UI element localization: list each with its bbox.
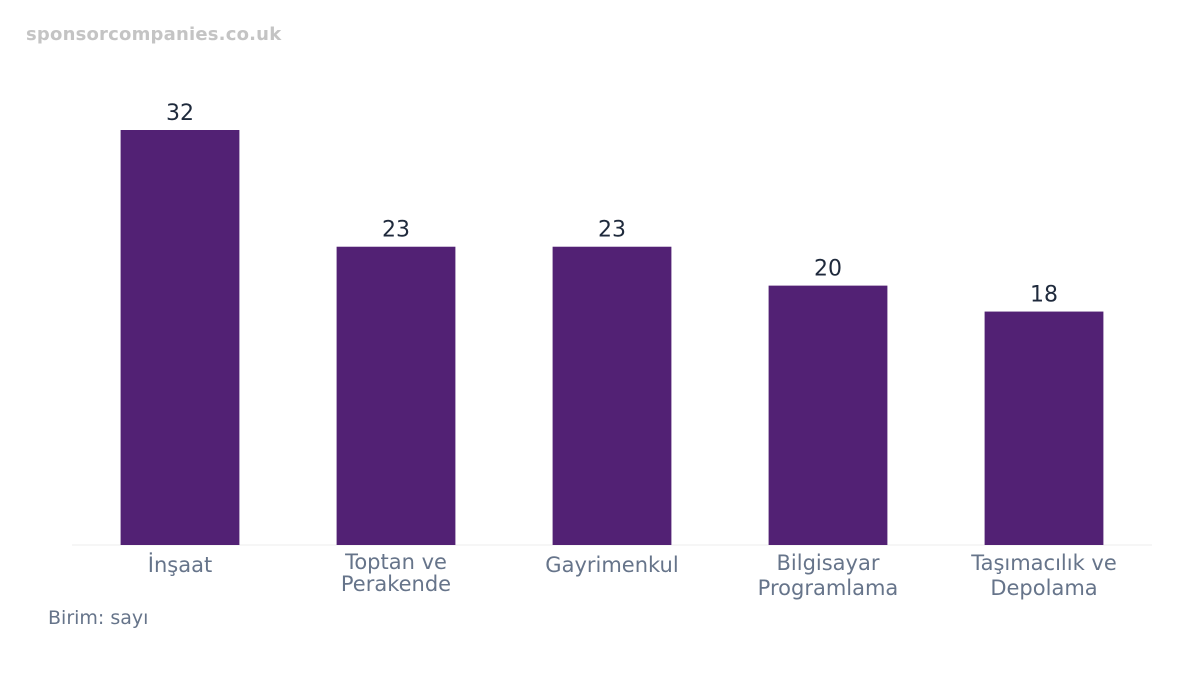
- x-tick-label-2: Gayrimenkul: [545, 553, 678, 577]
- x-tick-label-line: Programlama: [758, 576, 899, 600]
- bar-3: [768, 285, 888, 545]
- x-tick-label-4: Taşımacılık ve Depolama: [970, 551, 1117, 600]
- x-tick-label-line: Gayrimenkul: [545, 553, 678, 577]
- value-label-0: 32: [166, 101, 194, 126]
- bar-2: [552, 246, 672, 545]
- x-tick-label-line: Depolama: [990, 576, 1097, 600]
- value-label-3: 20: [814, 257, 842, 282]
- bar-1: [336, 246, 456, 545]
- value-label-1: 23: [382, 218, 410, 243]
- value-label-2: 23: [598, 218, 626, 243]
- x-tick-label-line: Toptan ve: [344, 550, 447, 574]
- bar-4: [984, 311, 1104, 545]
- watermark: sponsorcompanies.co.uk: [26, 24, 282, 45]
- bar-0: [120, 130, 240, 545]
- value-label-4: 18: [1030, 283, 1058, 308]
- x-tick-label-line: İnşaat: [148, 552, 212, 577]
- unit-note: Birim: sayı: [48, 607, 149, 629]
- x-tick-label-line: Bilgisayar: [777, 551, 880, 575]
- x-tick-label-line: Taşımacılık ve: [970, 551, 1117, 575]
- x-tick-label-0: İnşaat: [148, 552, 212, 577]
- x-tick-label-1: Toptan ve Perakende: [341, 550, 451, 596]
- x-tick-label-3: Bilgisayar Programlama: [758, 551, 899, 600]
- x-tick-label-line: Perakende: [341, 572, 451, 596]
